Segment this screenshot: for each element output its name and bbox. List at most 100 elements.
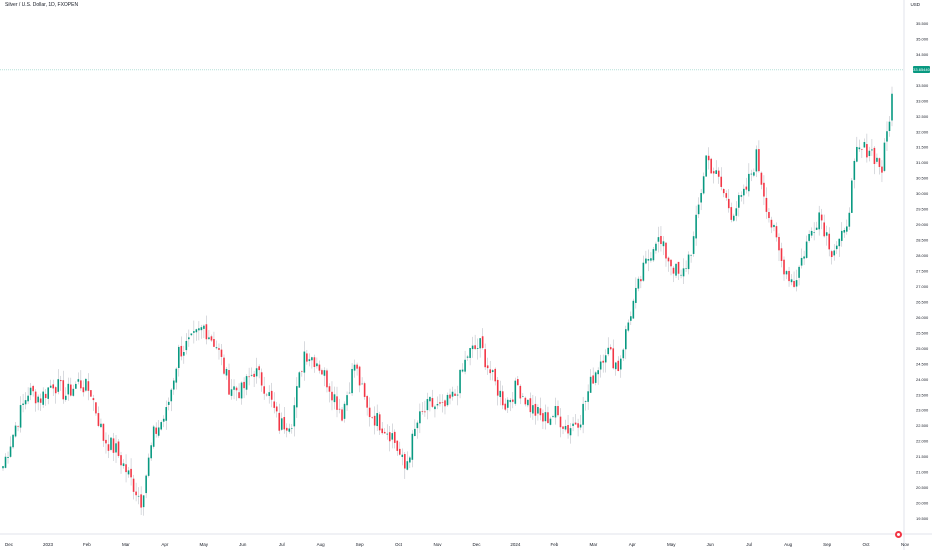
- y-tick-label: 33.000: [916, 98, 929, 103]
- candle-body: [758, 149, 760, 172]
- candle-body: [511, 399, 514, 402]
- candle-body: [434, 406, 436, 410]
- tradingview-logo-icon[interactable]: [895, 531, 902, 538]
- y-tick-label: 30.000: [916, 191, 929, 196]
- candle-body: [810, 230, 813, 236]
- candle-body: [275, 406, 278, 412]
- candle-body: [376, 413, 378, 427]
- candle-body: [431, 398, 434, 407]
- candle-body: [577, 423, 579, 428]
- candle-body: [476, 348, 479, 350]
- candle-body: [572, 423, 574, 426]
- candle-body: [308, 359, 311, 362]
- candle-body: [381, 428, 384, 434]
- candle-body: [444, 400, 446, 407]
- candle-body: [564, 425, 567, 430]
- candle-body: [652, 249, 655, 261]
- candle-body: [594, 372, 597, 383]
- candle-body: [760, 172, 763, 185]
- candle-body: [672, 267, 675, 274]
- candle-body: [662, 241, 665, 247]
- candle-body: [697, 204, 700, 215]
- candle-body: [4, 456, 7, 468]
- candle-body: [393, 431, 396, 443]
- candle-body: [813, 232, 815, 233]
- candle-body: [630, 316, 632, 321]
- candle-body: [599, 361, 602, 370]
- candle-body: [780, 248, 783, 261]
- x-tick-label: Jun: [239, 542, 247, 547]
- candle-body: [753, 172, 755, 176]
- x-tick-label: 2023: [43, 542, 54, 547]
- candle-body: [640, 279, 642, 282]
- y-tick-label: 28.000: [916, 253, 929, 258]
- y-tick-label: 22.500: [916, 423, 929, 428]
- candle-body: [361, 383, 363, 385]
- candle-body: [152, 426, 155, 447]
- candle-body: [7, 456, 9, 458]
- candle-body: [218, 348, 220, 350]
- candle-body: [273, 401, 276, 408]
- y-tick-label: 35.000: [916, 36, 929, 41]
- candle-body: [506, 399, 509, 408]
- candle-body: [770, 219, 773, 228]
- x-tick-label: 2024: [510, 542, 521, 547]
- candle-body: [107, 444, 110, 451]
- candle-body: [2, 466, 4, 469]
- candle-body: [805, 241, 808, 258]
- candle-body: [768, 212, 770, 219]
- candle-body: [29, 387, 32, 396]
- candle-body: [414, 428, 416, 436]
- candle-body: [208, 337, 210, 340]
- candle-body: [183, 351, 185, 356]
- x-tick-label: Sep: [356, 542, 365, 547]
- candle-body: [763, 182, 765, 197]
- candle-body: [833, 250, 836, 256]
- candle-body: [323, 370, 326, 376]
- x-tick-label: Nov: [901, 542, 910, 547]
- candle-body: [142, 495, 145, 508]
- candle-body: [117, 441, 120, 456]
- candle-body: [14, 425, 17, 437]
- x-tick-label: Aug: [317, 542, 326, 547]
- y-tick-label: 24.000: [916, 377, 929, 382]
- candle-body: [514, 380, 517, 404]
- candle-body: [424, 411, 426, 413]
- y-tick-label: 19.500: [916, 516, 929, 521]
- candle-body: [795, 280, 798, 287]
- candle-body: [456, 394, 459, 396]
- candle-body: [386, 433, 389, 435]
- candle-body: [501, 391, 504, 406]
- candle-body: [328, 386, 331, 392]
- x-tick-label: Dec: [472, 542, 481, 547]
- x-tick-label: Apr: [161, 542, 169, 547]
- candle-body: [702, 176, 705, 194]
- candle-body: [243, 381, 245, 389]
- candle-body: [790, 279, 793, 283]
- candle-body: [238, 392, 240, 399]
- candle-body: [326, 370, 328, 388]
- candle-body: [356, 364, 358, 369]
- candle-body: [293, 405, 296, 427]
- candle-body: [331, 391, 333, 401]
- candle-body: [592, 375, 594, 384]
- candle-body: [557, 406, 559, 416]
- candle-body: [260, 372, 263, 386]
- candle-body: [642, 262, 645, 281]
- y-tick-label: 23.000: [916, 408, 929, 413]
- candle-body: [655, 243, 657, 251]
- candle-body: [157, 427, 160, 436]
- candle-body: [363, 383, 366, 397]
- candle-body: [876, 157, 878, 162]
- candle-body: [579, 424, 582, 428]
- chart-title: Silver / U.S. Dollar, 1D, FXOPEN: [5, 2, 79, 8]
- candle-body: [486, 365, 489, 369]
- candle-body: [798, 266, 800, 278]
- candle-body: [301, 370, 303, 372]
- candle-body: [710, 158, 712, 174]
- candle-body: [210, 336, 213, 341]
- candle-body: [130, 468, 132, 478]
- candle-body: [617, 360, 620, 372]
